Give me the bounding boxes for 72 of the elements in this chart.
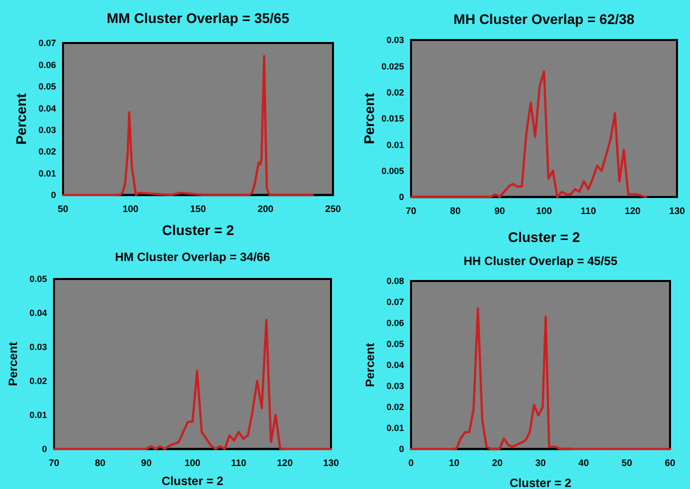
y-tick-label: 0.02 bbox=[29, 376, 47, 386]
y-tick-label: 0 bbox=[42, 444, 47, 454]
y-tick-label: 0.03 bbox=[386, 381, 404, 392]
line-series bbox=[62, 54, 314, 196]
y-axis-title: Percent bbox=[361, 92, 377, 144]
y-tick-label: 0.02 bbox=[38, 146, 56, 157]
x-tick-label: 110 bbox=[231, 458, 246, 469]
x-tick-label: 70 bbox=[48, 458, 60, 469]
y-tick-label: 0.01 bbox=[29, 410, 47, 420]
y-tick-label: 0 bbox=[50, 190, 56, 200]
y-tick-label: 0.03 bbox=[386, 35, 404, 46]
x-tick-label: 50 bbox=[622, 458, 632, 469]
y-tick-label: 0.04 bbox=[38, 103, 56, 114]
y-tick-label: 0.04 bbox=[29, 308, 47, 318]
y-tick-label: 0.005 bbox=[381, 166, 404, 176]
line-series bbox=[410, 70, 648, 198]
x-tick-label: 200 bbox=[258, 204, 274, 215]
y-tick-label: 0 bbox=[398, 192, 404, 202]
x-tick-label: 10 bbox=[448, 458, 460, 469]
x-tick-label: 50 bbox=[58, 204, 68, 215]
y-tick-label: 0.02 bbox=[386, 87, 404, 98]
x-tick-label: 20 bbox=[492, 458, 503, 469]
chart-title: HH Cluster Overlap = 45/55 bbox=[464, 254, 618, 268]
x-tick-label: 130 bbox=[669, 206, 685, 217]
y-axis-title: Percent bbox=[6, 342, 20, 386]
x-tick-label: 100 bbox=[122, 204, 138, 215]
y-tick-label: 0.05 bbox=[38, 82, 56, 92]
y-tick-label: 0.06 bbox=[386, 318, 404, 328]
y-tick-label: 0.01 bbox=[386, 423, 404, 434]
x-tick-label: 80 bbox=[94, 458, 106, 469]
chart-title: MM Cluster Overlap = 35/65 bbox=[106, 10, 290, 26]
x-tick-label: 90 bbox=[494, 206, 505, 217]
x-axis-title: Cluster = 2 bbox=[510, 476, 572, 489]
x-axis-title: Cluster = 2 bbox=[162, 222, 234, 238]
y-axis-title: Percent bbox=[13, 92, 29, 145]
y-tick-label: 0.01 bbox=[38, 168, 56, 178]
y-tick-label: 0.025 bbox=[381, 61, 404, 72]
y-tick-label: 0.03 bbox=[38, 125, 56, 136]
x-axis-title: Cluster = 2 bbox=[508, 229, 580, 245]
y-tick-label: 0 bbox=[398, 444, 404, 454]
x-tick-label: 40 bbox=[578, 458, 589, 469]
chart-title: HM Cluster Overlap = 34/66 bbox=[114, 250, 270, 264]
line-series bbox=[410, 307, 672, 450]
x-tick-label: 30 bbox=[535, 458, 546, 469]
x-tick-label: 250 bbox=[325, 204, 341, 215]
x-tick-label: 150 bbox=[190, 204, 206, 215]
y-tick-label: 0.015 bbox=[381, 114, 404, 124]
y-tick-label: 0.05 bbox=[386, 339, 404, 350]
y-tick-label: 0.07 bbox=[386, 297, 404, 308]
x-tick-label: 0 bbox=[408, 458, 414, 469]
x-axis-title: Cluster = 2 bbox=[162, 474, 224, 488]
y-tick-label: 0.02 bbox=[386, 402, 404, 412]
chart-title: MH Cluster Overlap = 62/38 bbox=[454, 11, 635, 27]
x-tick-label: 130 bbox=[323, 458, 339, 469]
x-tick-label: 100 bbox=[184, 458, 200, 469]
x-tick-label: 100 bbox=[536, 206, 552, 217]
x-tick-label: 70 bbox=[406, 206, 416, 217]
y-tick-label: 0.05 bbox=[29, 274, 47, 284]
y-tick-label: 0.04 bbox=[386, 360, 404, 370]
x-tick-label: 80 bbox=[450, 206, 461, 217]
y-tick-label: 0.06 bbox=[38, 60, 56, 70]
x-tick-label: 60 bbox=[664, 458, 676, 469]
y-tick-label: 0.08 bbox=[386, 276, 404, 286]
x-tick-label: 120 bbox=[624, 206, 641, 217]
x-tick-label: 90 bbox=[141, 458, 152, 469]
y-tick-label: 0.07 bbox=[38, 38, 56, 48]
y-tick-label: 0.01 bbox=[386, 140, 404, 150]
line-series bbox=[52, 318, 332, 450]
x-tick-label: 110 bbox=[580, 206, 596, 217]
x-tick-label: 120 bbox=[276, 458, 293, 469]
y-axis-title: Percent bbox=[363, 342, 377, 388]
y-tick-label: 0.03 bbox=[29, 342, 47, 352]
